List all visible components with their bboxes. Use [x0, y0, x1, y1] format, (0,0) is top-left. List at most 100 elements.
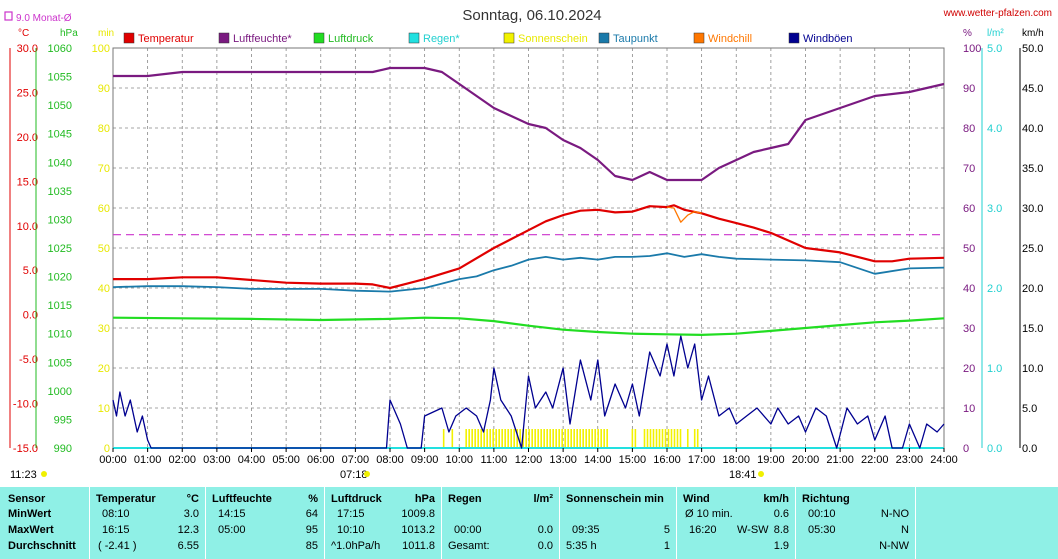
legend-entry: Taupunkt — [613, 33, 658, 45]
y-tick-label: 1015 — [48, 300, 72, 312]
y-tick-label: 20.0 — [17, 132, 38, 144]
humidity-line — [113, 66, 945, 182]
dir-min-time: 00:10 — [808, 508, 836, 520]
x-tick-label: 08:00 — [376, 454, 404, 466]
y-axis-unit: l/m² — [987, 28, 1004, 39]
wind-max-time: 16:20 — [689, 524, 717, 536]
dir-max-time: 05:30 — [808, 524, 836, 536]
stats-unit-rain: l/m² — [533, 493, 553, 505]
sun-icon — [41, 471, 47, 477]
x-tick-label: 21:00 — [826, 454, 854, 466]
dir-max-value: N — [901, 524, 909, 536]
sunshine-bar — [643, 429, 682, 448]
x-tick-label: 00:00 — [99, 454, 127, 466]
stats-row-label: MinWert — [8, 508, 52, 520]
stats-header-sensor: Sensor — [8, 493, 46, 505]
sunshine-bar — [465, 429, 608, 448]
stats-header-wind: Wind — [683, 493, 710, 505]
x-tick-label: 07:00 — [342, 454, 370, 466]
press-trend: ^1.0hPa/h — [331, 540, 381, 552]
legend-entry: Temperatur — [138, 33, 194, 45]
y-tick-label: 0.0 — [987, 443, 1002, 455]
x-tick-label: 01:00 — [134, 454, 162, 466]
y-tick-label: 1020 — [48, 272, 72, 284]
y-tick-label: 1025 — [48, 243, 72, 255]
y-tick-label: 50 — [98, 243, 110, 255]
x-tick-label: 16:00 — [653, 454, 681, 466]
y-tick-label: 0 — [104, 443, 110, 455]
weather-chart: 00:00 01:00 02:00 03:00 04:00 05:00 06:00 07:00… — [4, 7, 1052, 481]
rain-max-time: 00:00 — [454, 524, 482, 536]
y-tick-label: 10.0 — [17, 221, 38, 233]
hum-max-time: 05:00 — [218, 524, 246, 536]
y-tick-label: 0.0 — [23, 310, 38, 322]
y-tick-label: 1035 — [48, 186, 72, 198]
x-tick-label: 22:00 — [861, 454, 889, 466]
y-tick-label: 15.0 — [17, 176, 38, 188]
y-tick-label: -15.0 — [13, 443, 38, 455]
y-tick-label: 990 — [54, 443, 72, 455]
sun-total-hours: 5:35 h — [566, 540, 597, 552]
y-tick-label: 70 — [98, 163, 110, 175]
x-tick-label: 19:00 — [757, 454, 785, 466]
y-tick-label: 5.0 — [23, 265, 38, 277]
y-tick-label: 1045 — [48, 129, 72, 141]
legend-swatch — [598, 32, 610, 44]
y-tick-label: 5.0 — [987, 43, 1002, 55]
dir-min-value: N-NO — [880, 508, 909, 520]
x-tick-label: 06:00 — [307, 454, 335, 466]
temp-min-time: 08:10 — [102, 508, 130, 520]
y-tick-label: 15.0 — [1022, 323, 1043, 335]
stats-col-empty — [915, 487, 1058, 559]
legend-entry: Luftdruck — [328, 33, 374, 45]
temp-trend: ( -2.41 ) — [98, 540, 137, 552]
legend-swatch — [218, 32, 230, 44]
rain-total-value: 0.0 — [537, 540, 553, 552]
press-max-time: 10:10 — [337, 524, 365, 536]
y-tick-label: 30 — [98, 323, 110, 335]
sunrise-time: 07:18 — [340, 469, 368, 481]
sun-max-value: 5 — [663, 524, 670, 536]
x-tick-label: 12:00 — [515, 454, 543, 466]
sunset-icon — [758, 471, 764, 477]
rain-max-value: 0.0 — [537, 524, 553, 536]
x-tick-label: 15:00 — [619, 454, 647, 466]
stats-col-sunshine: Sonnenschein min 09:35 5 5:35 h 1 — [559, 487, 676, 559]
stats-header-temperature: Temperatur — [96, 493, 156, 505]
y-tick-label: 25.0 — [1022, 243, 1043, 255]
current-time: 11:23 — [10, 469, 37, 481]
sunset-time: 18:41 — [729, 469, 757, 481]
x-tick-label: 17:00 — [688, 454, 716, 466]
y-tick-label: 100 — [963, 43, 981, 55]
legend-entry: Regen* — [423, 33, 460, 45]
press-min-value: 1009.8 — [401, 508, 435, 520]
chart-axes: 00:00 01:00 02:00 03:00 04:00 05:00 06:00 07:00… — [9, 28, 1044, 466]
y-tick-label: 5.0 — [1022, 403, 1037, 415]
stats-col-pressure: Luftdruck hPa 17:15 1009.8 10:10 1013.2 … — [324, 487, 441, 559]
x-tick-label: 11:00 — [481, 454, 508, 466]
y-tick-label: -10.0 — [13, 399, 38, 411]
y-tick-label: 1005 — [48, 357, 72, 369]
press-min-time: 17:15 — [337, 508, 365, 520]
x-tick-label: 23:00 — [896, 454, 924, 466]
press-max-value: 1013.2 — [401, 524, 435, 536]
y-tick-label: 10 — [963, 403, 975, 415]
y-tick-label: 40 — [963, 283, 975, 295]
stats-header-pressure: Luftdruck — [331, 493, 382, 505]
y-tick-label: 1055 — [48, 72, 72, 84]
stats-table: Sensor MinWert MaxWert Durchschnitt Temp… — [0, 487, 1058, 559]
y-tick-label: 80 — [963, 123, 975, 135]
wind-min-value: 0.6 — [773, 508, 789, 520]
y-tick-label: 40.0 — [1022, 123, 1043, 135]
hum-max-value: 95 — [305, 524, 318, 536]
legend-entry: Windchill — [708, 33, 752, 45]
y-tick-label: 60 — [963, 203, 975, 215]
x-tick-label: 14:00 — [584, 454, 612, 466]
y-axis-unit: hPa — [60, 28, 78, 39]
y-tick-label: 35.0 — [1022, 163, 1043, 175]
windchill-line — [666, 206, 702, 223]
sunshine-bar — [631, 429, 637, 448]
y-tick-label: 995 — [54, 414, 72, 426]
x-tick-label: 20:00 — [792, 454, 820, 466]
stats-col-temperature: Temperatur °C 08:10 3.0 16:15 12.3 ( -2.… — [89, 487, 205, 559]
